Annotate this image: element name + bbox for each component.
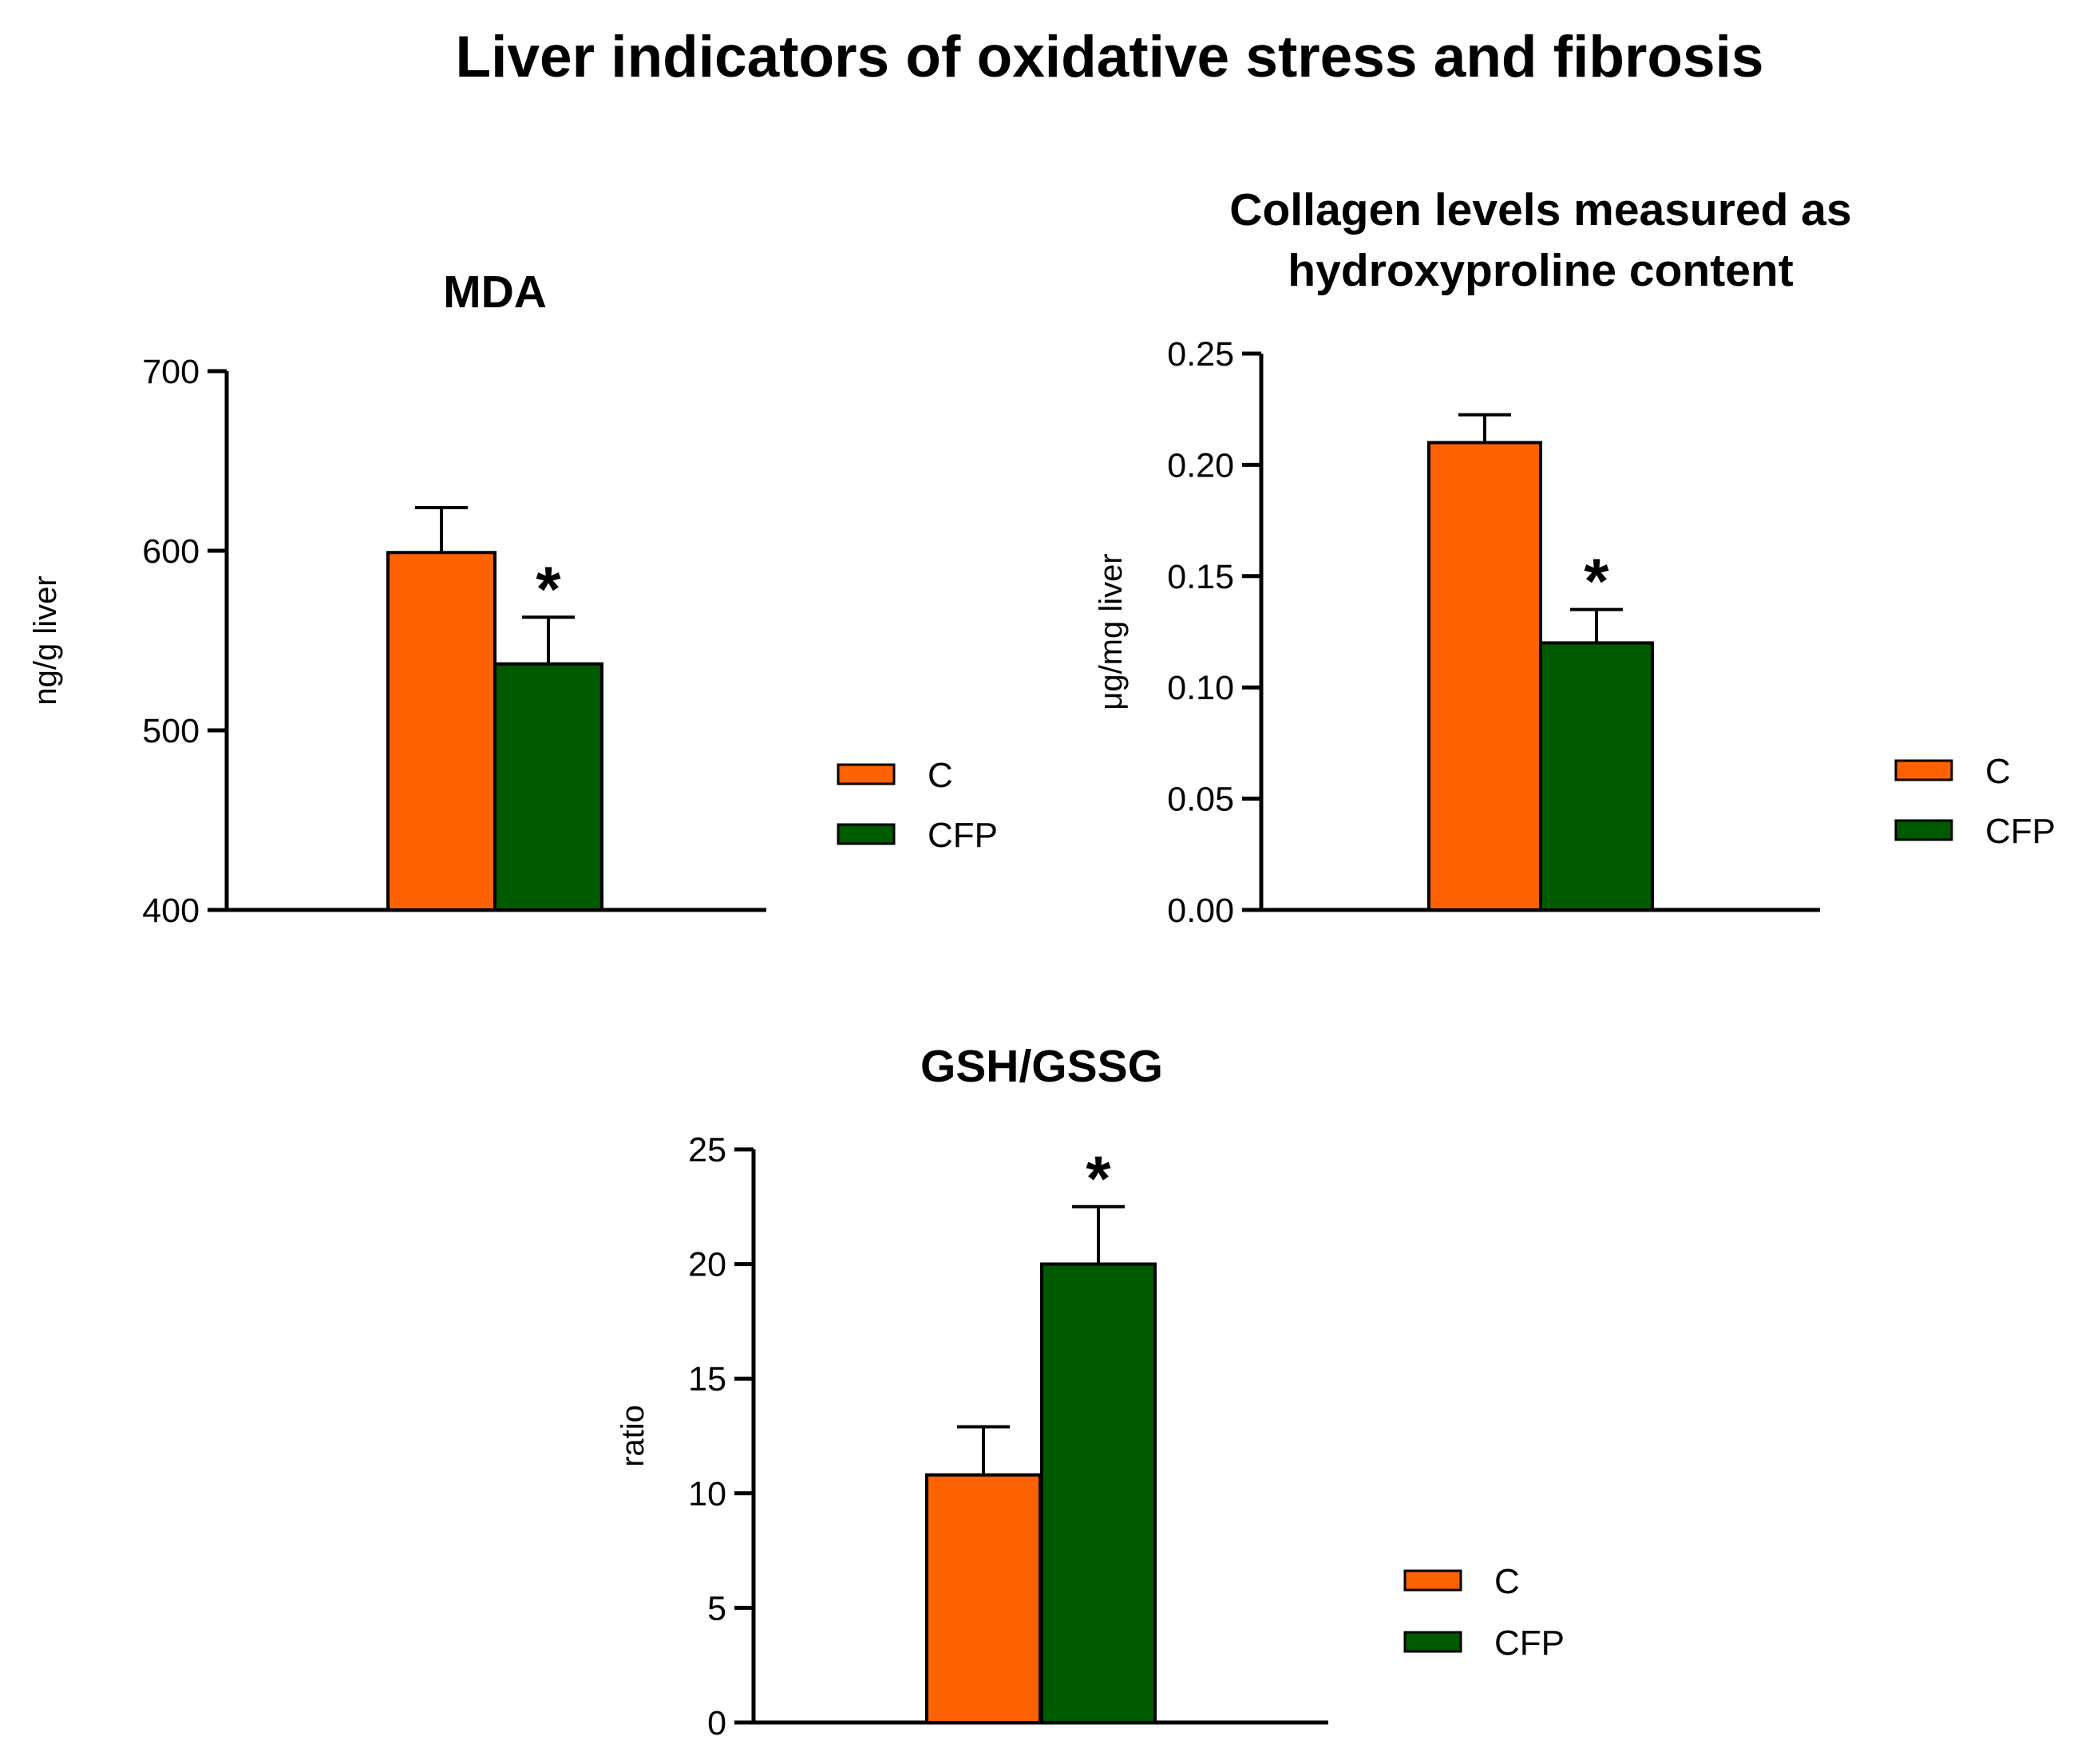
chart-panel-3: GSH/GSSG 0 5 10 15 20 25 ratio * C CFP <box>615 1041 1565 1742</box>
y-tick-label: 500 <box>142 712 200 750</box>
y-tick-label: 10 <box>688 1475 726 1513</box>
y-tick-label: 600 <box>142 532 200 571</box>
legend-label-c: C <box>1494 1562 1520 1601</box>
y-tick-label: 20 <box>688 1246 726 1284</box>
y-tick-label: 0.15 <box>1167 558 1234 596</box>
legend-swatch-cfp <box>837 823 896 845</box>
legend-label-cfp: CFP <box>1494 1624 1565 1663</box>
chart-title: Collagen levels measured as <box>1229 184 1851 235</box>
bar-cfp <box>1040 1262 1157 1724</box>
bar-c <box>925 1473 1042 1724</box>
y-axis-label: ratio <box>615 1405 651 1467</box>
y-axis-label: μg/mg liver <box>1094 553 1129 710</box>
chart-panel-2: Collagen levels measured as hydroxyprolin… <box>1094 184 2055 930</box>
y-tick-label: 5 <box>707 1589 726 1628</box>
figure-title: Liver indicators of oxidative stress and… <box>455 25 1764 89</box>
significance-marker: * <box>1086 1143 1111 1214</box>
y-tick-label: 0.05 <box>1167 781 1234 819</box>
chart-panel-1: MDA 400 500 600 700 ng/g liver * C CFP <box>28 267 998 930</box>
legend-swatch-c <box>837 763 896 785</box>
chart-title: GSH/GSSG <box>920 1041 1163 1092</box>
legend-swatch-c <box>1403 1569 1462 1592</box>
legend-label-cfp: CFP <box>928 816 998 855</box>
y-tick-label: 700 <box>142 353 200 391</box>
legend-label-c: C <box>928 756 953 795</box>
legend-label-c: C <box>1985 752 2011 791</box>
y-tick-label: 0.10 <box>1167 669 1234 707</box>
legend-swatch-cfp <box>1403 1631 1462 1653</box>
y-tick-label: 400 <box>142 892 200 930</box>
y-tick-label: 0.25 <box>1167 335 1234 374</box>
y-tick-label: 0.20 <box>1167 446 1234 485</box>
chart-title: hydroxyproline content <box>1288 245 1793 296</box>
legend-swatch-c <box>1894 759 1953 781</box>
chart-title: MDA <box>443 267 547 318</box>
significance-marker: * <box>536 553 561 624</box>
bar-c <box>386 551 497 912</box>
y-tick-label: 0 <box>707 1704 726 1742</box>
y-tick-label: 25 <box>688 1131 726 1169</box>
significance-marker: * <box>1584 546 1609 617</box>
legend-swatch-cfp <box>1894 819 1953 841</box>
y-tick-label: 15 <box>688 1360 726 1398</box>
bar-cfp <box>493 662 603 912</box>
legend-label-cfp: CFP <box>1985 812 2055 851</box>
y-tick-label: 0.00 <box>1167 892 1234 930</box>
bar-c <box>1427 441 1542 912</box>
bar-cfp <box>1539 641 1654 912</box>
y-axis-label: ng/g liver <box>28 575 63 705</box>
